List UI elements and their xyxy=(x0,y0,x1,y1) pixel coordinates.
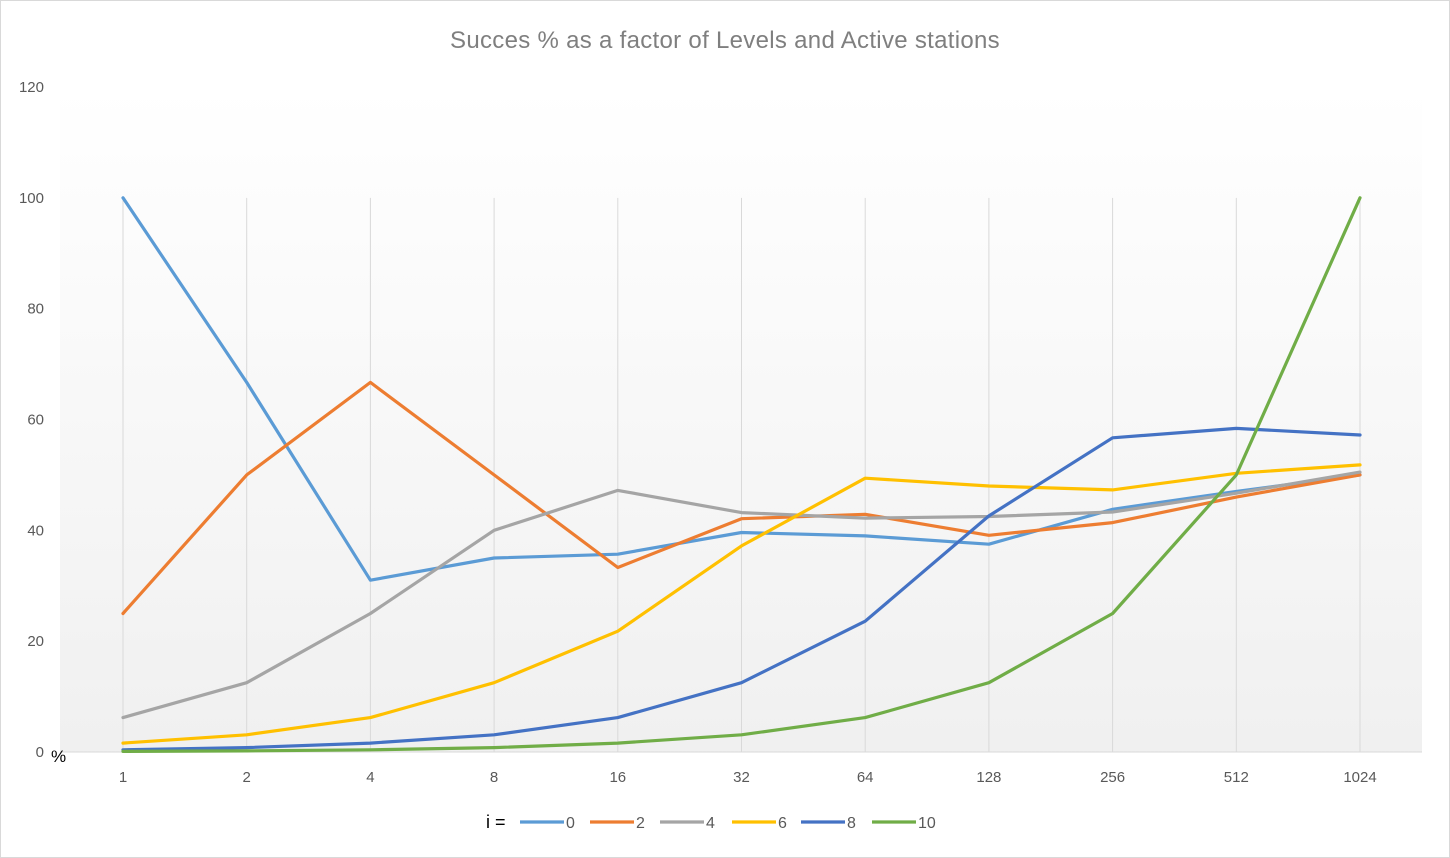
series-line-4 xyxy=(121,470,1362,720)
x-tick-label: 16 xyxy=(609,769,626,786)
x-tick-label: 64 xyxy=(857,769,874,786)
legend-label-10: 10 xyxy=(918,815,936,832)
x-tick-label: 1024 xyxy=(1343,769,1376,786)
legend-label-2: 2 xyxy=(636,815,645,832)
x-tick-label: 512 xyxy=(1224,769,1249,786)
y-tick-label: 80 xyxy=(27,301,44,318)
legend-prefix: i = xyxy=(486,812,506,832)
x-tick-label: 128 xyxy=(976,769,1001,786)
x-tick-label: 32 xyxy=(733,769,750,786)
chart-title: Succes % as a factor of Levels and Activ… xyxy=(450,27,1000,54)
legend: i = 0 2 4 6 8 10 xyxy=(486,812,936,832)
y-tick-label: 0 xyxy=(36,744,44,761)
series-line-0 xyxy=(121,196,1362,582)
x-tick-label: 1 xyxy=(119,769,127,786)
series-line-2 xyxy=(121,380,1362,616)
y-tick-label: 40 xyxy=(27,522,44,539)
y-tick-label: 100 xyxy=(19,190,44,207)
x-tick-label: 8 xyxy=(490,769,498,786)
legend-label-0: 0 xyxy=(566,815,575,832)
y-tick-label: 60 xyxy=(27,412,44,429)
x-tick-label: 4 xyxy=(366,769,374,786)
y-tick-label: 120 xyxy=(19,79,44,96)
legend-label-4: 4 xyxy=(706,815,715,832)
x-tick-label: 2 xyxy=(243,769,251,786)
legend-label-8: 8 xyxy=(847,815,856,832)
series-lines xyxy=(121,196,1362,754)
legend-label-6: 6 xyxy=(778,815,787,832)
y-axis-label: % xyxy=(51,747,66,766)
series-line-10 xyxy=(121,196,1362,754)
x-tick-label: 256 xyxy=(1100,769,1125,786)
series-line-8 xyxy=(121,426,1362,752)
series-line-6 xyxy=(121,463,1362,745)
y-tick-label: 20 xyxy=(27,633,44,650)
